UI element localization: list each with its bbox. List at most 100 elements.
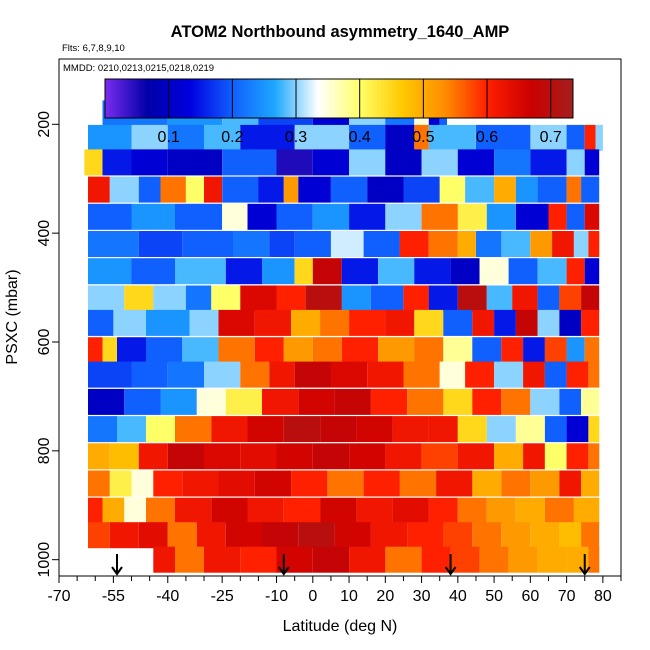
heatmap-cell [581, 470, 600, 497]
heatmap-cell [385, 309, 415, 336]
heatmap-cell [294, 124, 350, 151]
heatmap-cell [573, 231, 589, 257]
heatmap-cell [544, 361, 567, 388]
heatmap-cell [566, 176, 582, 203]
heatmap-cell [146, 497, 175, 524]
heatmap-cell [276, 443, 313, 470]
heatmap-cell [566, 149, 585, 176]
heatmap-cell [414, 337, 444, 364]
heatmap-cell [146, 416, 175, 443]
heatmap-cell [403, 176, 440, 203]
heatmap-cell [476, 231, 502, 257]
heatmap-cell [88, 361, 132, 388]
heatmap-cell [457, 497, 487, 524]
heatmap-cell [117, 416, 146, 443]
colorbar-tick-label: 0.5 [412, 129, 434, 146]
heatmap-cell [218, 470, 255, 497]
heatmap-cell [312, 203, 350, 230]
heatmap-cell [552, 231, 574, 257]
heatmap-cell [258, 176, 284, 203]
heatmap-cell [588, 416, 600, 443]
heatmap-cell [530, 470, 560, 497]
heatmap-cell [185, 176, 204, 203]
heatmap-cell [508, 258, 538, 285]
heatmap-cell [584, 124, 596, 151]
heatmap-cell [559, 388, 582, 415]
heatmap-cell [88, 124, 132, 151]
heatmap-cell [109, 443, 139, 470]
arrow-markers [111, 554, 591, 576]
heatmap-cell [370, 522, 408, 549]
flights-note: Flts: 6,7,8,9,10 [62, 43, 125, 54]
heatmap-cell [88, 497, 103, 524]
heatmap-cell [436, 470, 473, 497]
x-tick-label: 10 [340, 588, 358, 605]
heatmap-cell [222, 176, 259, 203]
heatmap-cell [131, 149, 168, 176]
heatmap-cell [595, 124, 603, 151]
heatmap-cell [439, 176, 466, 203]
heatmap-cell [486, 203, 516, 230]
y-tick-label: 200 [36, 111, 53, 138]
heatmap-cell [515, 416, 545, 443]
heatmap-cell [124, 285, 154, 312]
x-tick-label: -70 [47, 588, 70, 605]
heatmap-cell [204, 124, 241, 151]
heatmap-cell [88, 416, 117, 443]
heatmap-cell [450, 258, 480, 285]
heatmap-cell [494, 309, 516, 336]
heatmap-cell [559, 309, 582, 336]
y-tick-label: 1000 [36, 542, 53, 578]
heatmap-cell [566, 546, 589, 573]
heatmap-cell [573, 497, 600, 524]
heatmap-cell [537, 546, 567, 573]
heatmap-cell [566, 337, 585, 364]
heatmap-cell [439, 361, 466, 388]
heatmap-cell [167, 522, 197, 549]
heatmap-cell [370, 285, 404, 312]
heatmap-cell [240, 361, 270, 388]
heatmap-cell [581, 388, 600, 415]
heatmap-cell [138, 522, 168, 549]
heatmap-cell [414, 309, 444, 336]
heatmap-cell [588, 443, 600, 470]
heatmap-cell [530, 522, 560, 549]
heatmap-cell [548, 203, 567, 230]
heatmap-cell [312, 258, 342, 285]
heatmap-cell [196, 388, 226, 415]
heatmap-cell [283, 497, 321, 524]
heatmap-cell [530, 149, 567, 176]
colorbar-tick-label: 0.3 [285, 129, 307, 146]
heatmap-cell [465, 176, 495, 203]
heatmap-cell [240, 285, 277, 312]
heatmap-cell [131, 258, 175, 285]
heatmap-cell [312, 546, 350, 573]
heatmap-cell [385, 443, 422, 470]
heatmap-cell [330, 361, 368, 388]
heatmap-cell [472, 388, 502, 415]
heatmap-cell [109, 470, 132, 497]
heatmap-cell [269, 231, 295, 257]
heatmap-cell [349, 203, 386, 230]
heatmap-cell [584, 149, 600, 176]
heatmap-cell [334, 522, 371, 549]
heatmap-cell [544, 497, 574, 524]
heatmap-cell [254, 337, 284, 364]
heatmap-cell [523, 443, 545, 470]
heatmap-cell [109, 522, 139, 549]
heatmap-cell [523, 337, 545, 364]
heatmap-cell [131, 361, 168, 388]
heatmap-cell [204, 443, 241, 470]
colorbar-tick-label: 0.2 [221, 129, 243, 146]
plot-frame [58, 58, 622, 577]
heatmap-cell [515, 203, 549, 230]
heatmap-cell [160, 176, 186, 203]
x-axis-label: Latitude (deg N) [283, 618, 398, 635]
heatmap-cell [501, 337, 524, 364]
x-tick-label: 0 [308, 588, 317, 605]
heatmap-cell [182, 470, 219, 497]
heatmap-cell [276, 149, 313, 176]
colorbar-tick-label: 0.4 [349, 129, 371, 146]
heatmap-cell [457, 231, 476, 257]
heatmap-cell [312, 149, 350, 176]
